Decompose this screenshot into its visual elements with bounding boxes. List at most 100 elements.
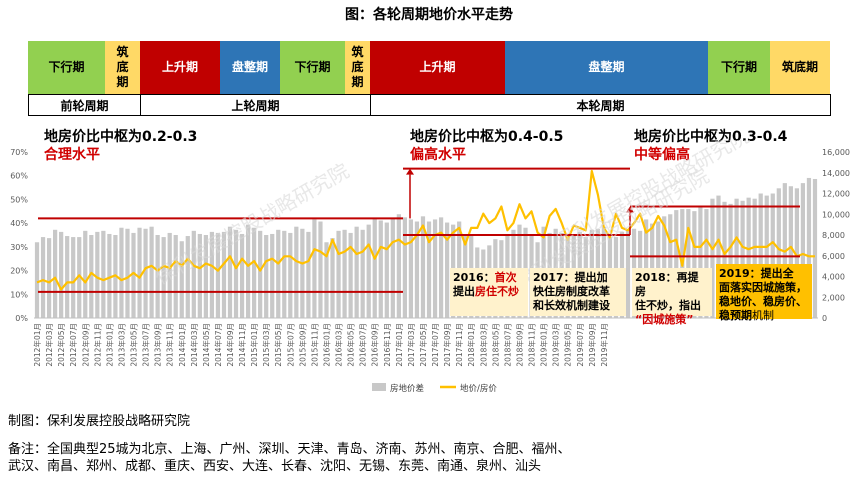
legend-bar-label: 房地价差 xyxy=(390,383,424,394)
arrow-down-left-head xyxy=(626,206,634,213)
series-line xyxy=(36,169,815,291)
bar xyxy=(384,222,389,318)
x-tick: 2015年11月 xyxy=(309,323,319,367)
legend-line-label: 地价/房价 xyxy=(460,383,497,394)
bar xyxy=(318,221,323,318)
bar xyxy=(173,235,178,318)
bar xyxy=(155,235,160,318)
x-tick: 2012年07月 xyxy=(68,323,78,367)
bar xyxy=(40,237,46,318)
bar xyxy=(95,231,100,318)
y-right-tick: 14,000 xyxy=(822,169,850,178)
bar xyxy=(197,233,202,318)
bar xyxy=(107,233,112,318)
y-right-tick: 10,000 xyxy=(822,210,850,219)
x-tick: 2013年01月 xyxy=(104,323,114,367)
bar xyxy=(306,231,311,318)
bar xyxy=(52,229,58,318)
bar xyxy=(239,233,245,318)
y-left-tick: 60% xyxy=(10,172,28,181)
x-tick: 2016年01月 xyxy=(321,323,331,367)
x-tick: 2017年07月 xyxy=(430,323,440,367)
bar xyxy=(65,236,70,318)
x-tick: 2012年03月 xyxy=(44,323,54,367)
x-tick: 2015年03月 xyxy=(261,323,271,367)
bar xyxy=(300,228,305,318)
bar xyxy=(161,237,166,318)
phase-9: 下行期 xyxy=(708,41,770,94)
bar xyxy=(77,237,82,318)
x-tick: 2018年01月 xyxy=(466,323,476,367)
bar xyxy=(324,242,329,318)
range-3-text: 地房价比中枢为0.3-0.4 xyxy=(634,129,788,145)
bar xyxy=(662,216,667,318)
bar xyxy=(221,231,227,318)
phase-6: 筑 底 期 xyxy=(345,41,370,94)
bar xyxy=(264,235,269,318)
x-tick: 2012年11月 xyxy=(92,323,102,367)
bar xyxy=(137,227,142,318)
range-3-level: 中等偏高 xyxy=(634,147,690,163)
y-right-tick: 8,000 xyxy=(822,231,845,240)
phase-5: 下行期 xyxy=(280,41,345,94)
x-tick: 2018年05月 xyxy=(490,323,500,367)
phase-10: 筑底期 xyxy=(770,41,830,94)
bar xyxy=(119,227,124,318)
bar xyxy=(752,198,757,318)
bar xyxy=(330,238,335,318)
bar xyxy=(432,219,438,318)
bar xyxy=(692,211,697,318)
bar xyxy=(740,200,745,318)
bar xyxy=(372,218,377,318)
x-tick: 2016年11月 xyxy=(382,323,392,367)
bar xyxy=(46,238,52,318)
bar xyxy=(209,231,215,318)
chart-title: 图：各轮周期地价水平走势 xyxy=(345,7,513,23)
watermark: 保利发展控股战略研究院 xyxy=(151,159,354,290)
x-tick: 2016年05月 xyxy=(346,323,356,367)
bar xyxy=(722,201,727,318)
range-label-3: 地房价比中枢为0.3-0.4 中等偏高 xyxy=(634,128,787,164)
range-label-1: 地房价比中枢为0.2-0.3 合理水平 xyxy=(44,128,197,164)
bar xyxy=(276,229,281,318)
bar xyxy=(812,178,818,318)
x-tick: 2013年05月 xyxy=(129,323,139,367)
x-tick: 2014年05月 xyxy=(201,323,211,367)
bar xyxy=(734,198,739,318)
y-left-tick: 50% xyxy=(10,195,28,204)
arrow-up-head xyxy=(406,168,414,175)
x-tick: 2012年05月 xyxy=(56,323,66,367)
x-tick: 2016年07月 xyxy=(358,323,368,367)
range-1-text: 地房价比中枢为0.2-0.3 xyxy=(44,129,198,145)
annotation-2016: 2016：首次 提出房住不炒 xyxy=(450,268,528,316)
y-left-tick: 10% xyxy=(10,290,28,299)
bar xyxy=(746,197,751,318)
x-tick: 2015年05月 xyxy=(273,323,283,367)
y-right-tick: 2,000 xyxy=(822,293,845,302)
bar xyxy=(143,228,148,318)
bar xyxy=(396,214,401,318)
cycle-2: 上轮周期 xyxy=(140,94,371,116)
bar xyxy=(34,242,40,318)
x-tick: 2014年03月 xyxy=(189,323,199,367)
bar xyxy=(125,228,130,318)
x-tick: 2016年03月 xyxy=(334,323,344,367)
x-tick: 2012年09月 xyxy=(80,323,90,367)
bar xyxy=(776,188,781,318)
bar xyxy=(366,224,371,318)
x-tick: 2012年01月 xyxy=(32,323,42,367)
x-tick: 2017年11月 xyxy=(454,323,464,367)
bar xyxy=(252,227,257,318)
x-tick: 2017年09月 xyxy=(442,323,452,367)
range-label-2: 地房价比中枢为0.4-0.5 偏高水平 xyxy=(410,128,563,164)
y-left-tick: 40% xyxy=(10,219,28,228)
y-right-tick: 6,000 xyxy=(822,252,845,261)
bar xyxy=(444,222,450,318)
bar xyxy=(294,226,299,318)
bar xyxy=(806,177,812,318)
bar xyxy=(149,226,154,318)
y-left-tick: 0% xyxy=(15,314,28,323)
legend-bar-swatch xyxy=(372,383,386,391)
bar xyxy=(402,217,408,318)
bar xyxy=(788,186,793,318)
